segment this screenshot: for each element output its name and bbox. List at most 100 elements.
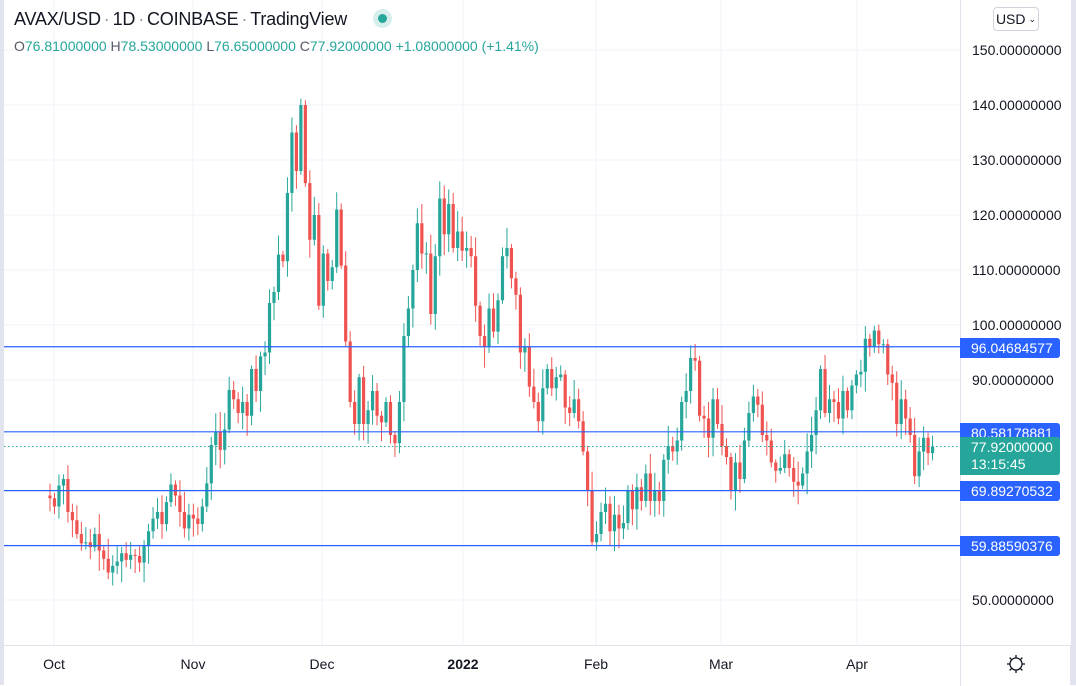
candle-body [590, 490, 594, 543]
candle-body [698, 360, 702, 416]
symbol-legend[interactable]: AVAX/USD · 1D · COINBASE · TradingView [14, 9, 387, 30]
candle-body [447, 204, 451, 235]
candle-body [129, 554, 133, 560]
candle-body [469, 248, 473, 257]
candle-body [258, 356, 263, 391]
candle-body [321, 253, 325, 306]
candle-body [254, 369, 258, 391]
time-label-year: 2022 [447, 656, 479, 672]
candle-body [868, 338, 872, 347]
candle-body [245, 402, 249, 416]
candle-body [599, 512, 603, 534]
candle-body [379, 415, 384, 423]
candle-body [904, 399, 908, 419]
open-key: O [14, 38, 25, 54]
candle-body [814, 410, 818, 435]
time-label: Dec [309, 656, 335, 672]
candle-body [666, 446, 670, 460]
candle-body [88, 542, 92, 548]
candle-body [787, 454, 791, 468]
candle-body [689, 358, 693, 391]
candle-body [572, 399, 576, 413]
candle-body [877, 330, 881, 345]
candle-body [823, 369, 827, 413]
candle-body [155, 512, 160, 519]
currency-selector-button[interactable]: USD ⌄ [993, 7, 1039, 31]
candle-body [581, 421, 585, 452]
candle-body [908, 418, 912, 435]
close-key: C [299, 38, 310, 54]
candle-body [281, 254, 285, 262]
candle-body [330, 267, 334, 281]
candle-body [187, 514, 191, 529]
candle-body [218, 431, 222, 450]
candle-body [146, 531, 151, 545]
candle-body [84, 542, 88, 544]
candle-body [393, 435, 397, 444]
candle-body [626, 490, 630, 523]
candle-body [671, 446, 675, 452]
hline-price-label[interactable]: 59.88590376 [960, 536, 1060, 556]
time-axis[interactable] [4, 645, 960, 686]
low-key: L [206, 38, 215, 54]
candle-body [711, 399, 715, 438]
candle-body [402, 336, 406, 402]
symbol-name[interactable]: AVAX/USD [14, 9, 101, 29]
price-tick: 50.00000000 [972, 592, 1054, 608]
candle-body [518, 294, 522, 353]
candle-body [617, 514, 621, 529]
candle-body [433, 256, 437, 314]
candle-body [223, 429, 227, 450]
candle-body [603, 503, 608, 512]
candle-body [608, 503, 612, 532]
candle-body [339, 209, 343, 266]
candle-body [348, 341, 352, 402]
candle-body [751, 396, 755, 413]
candle-body [164, 502, 169, 525]
market-status-dot-icon[interactable] [377, 13, 387, 23]
candle-body [724, 446, 729, 457]
candle-body [738, 462, 742, 479]
candle-body [294, 132, 298, 171]
candle-body [769, 440, 773, 463]
candle-body [922, 437, 926, 452]
interval[interactable]: 1D [112, 9, 136, 29]
candle-body [612, 514, 617, 532]
candle-body [308, 183, 312, 240]
hline-price-label[interactable]: 96.04684577 [960, 338, 1060, 358]
candle-body [160, 512, 164, 525]
candle-body [657, 490, 661, 501]
candle-body [415, 223, 419, 270]
candle-body [554, 377, 558, 389]
right-toolbar-edge [1070, 0, 1076, 685]
candle-body [272, 292, 276, 303]
candlestick-plot[interactable] [4, 0, 960, 645]
chart-pane[interactable] [4, 0, 960, 645]
axis-corner [960, 645, 1071, 686]
time-label: Nov [180, 656, 206, 672]
candle-body [102, 550, 106, 559]
candle-body [138, 556, 142, 563]
exchange: COINBASE [146, 9, 239, 29]
candle-body [420, 223, 424, 254]
last-price-value: 77.92000000 [971, 439, 1053, 455]
candle-body [474, 256, 478, 306]
bar-countdown: 13:15:45 [971, 456, 1026, 472]
candle-body [344, 265, 348, 342]
candle-body [303, 105, 307, 184]
hline-price-label[interactable]: 69.89270532 [960, 481, 1060, 501]
price-tick: 90.00000000 [972, 372, 1054, 388]
candle-body [702, 415, 706, 419]
candle-body [232, 389, 236, 400]
settings-gear-icon[interactable] [1006, 654, 1026, 674]
candle-body [151, 518, 155, 532]
candle-body [680, 402, 684, 441]
candle-body [917, 451, 921, 477]
candle-body [465, 248, 469, 251]
candle-body [312, 215, 316, 240]
candle-body [577, 399, 581, 422]
candle-body [335, 209, 339, 268]
candle-body [424, 253, 428, 255]
candle-body [276, 254, 281, 292]
candle-body [93, 534, 97, 548]
